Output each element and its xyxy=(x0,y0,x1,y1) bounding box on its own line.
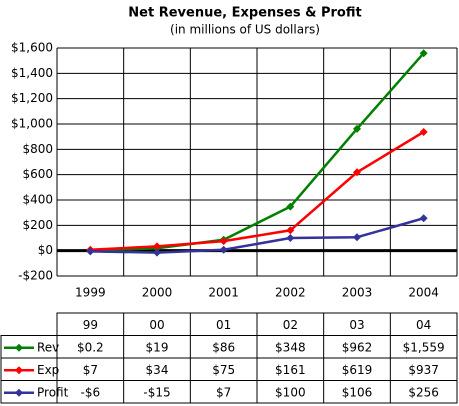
y-tick-label: $600 xyxy=(22,167,53,181)
legend-label: Exp xyxy=(37,363,59,377)
table-value: $1,559 xyxy=(403,340,445,354)
table-value: $161 xyxy=(275,363,306,377)
table-value: $256 xyxy=(408,385,439,399)
data-point xyxy=(219,245,228,254)
x-tick-label: 2004 xyxy=(408,286,439,300)
table-value: -$15 xyxy=(143,385,170,399)
data-point xyxy=(153,242,161,251)
data-point xyxy=(353,168,361,177)
data-point xyxy=(419,49,428,58)
x-tick-label: 2003 xyxy=(342,286,373,300)
data-point xyxy=(286,202,295,211)
table-value: $348 xyxy=(275,340,306,354)
series-line xyxy=(90,130,425,252)
series-line xyxy=(90,217,425,254)
x-tick-label: 2001 xyxy=(208,286,239,300)
data-point xyxy=(419,214,428,223)
legend-marker xyxy=(15,388,23,397)
y-tick-label: $0 xyxy=(38,243,53,257)
data-point xyxy=(419,127,428,136)
table-value: $75 xyxy=(212,363,235,377)
y-tick-label: $1,200 xyxy=(11,91,53,105)
legend-label: Profit xyxy=(37,385,69,399)
table-value: $937 xyxy=(408,363,439,377)
y-tick-label: $1,000 xyxy=(11,117,53,131)
table-value: $106 xyxy=(342,385,373,399)
x-tick-label: 2000 xyxy=(142,286,173,300)
series-line xyxy=(90,52,425,252)
table-value: $86 xyxy=(212,340,235,354)
table-value: $0.2 xyxy=(77,340,104,354)
table-header: 04 xyxy=(416,318,431,332)
data-point xyxy=(286,234,295,242)
table-value: $7 xyxy=(216,385,231,399)
data-point xyxy=(86,247,95,256)
table-value: $34 xyxy=(146,363,169,377)
chart-subtitle: (in millions of US dollars) xyxy=(170,23,320,37)
table-value: $100 xyxy=(275,385,306,399)
y-tick-label: -$200 xyxy=(18,269,53,283)
data-point xyxy=(286,226,295,235)
legend-marker xyxy=(15,366,23,375)
table-header: 99 xyxy=(83,318,98,332)
y-tick-label: $400 xyxy=(22,193,53,207)
y-tick-label: $1,600 xyxy=(11,41,53,55)
y-tick-label: $800 xyxy=(22,142,53,156)
table-value: $7 xyxy=(83,363,98,377)
table-header: 03 xyxy=(349,318,364,332)
table-header: 01 xyxy=(216,318,231,332)
table-value: $962 xyxy=(342,340,373,354)
legend-marker xyxy=(15,343,23,352)
x-tick-label: 2002 xyxy=(275,286,306,300)
table-header: 00 xyxy=(149,318,164,332)
legend-label: Rev xyxy=(37,340,59,354)
data-point xyxy=(353,233,361,242)
data-point xyxy=(219,237,228,246)
table-value: $619 xyxy=(342,363,373,377)
x-tick-label: 1999 xyxy=(75,286,106,300)
y-tick-label: $200 xyxy=(22,218,53,232)
table-header: 02 xyxy=(283,318,298,332)
table-border xyxy=(0,335,458,404)
table-value: -$6 xyxy=(81,385,101,399)
data-point xyxy=(353,124,361,133)
y-tick-label: $1,400 xyxy=(11,66,53,80)
chart-title: Net Revenue, Expenses & Profit xyxy=(128,6,361,21)
data-point xyxy=(153,248,161,257)
table-value: $19 xyxy=(146,340,169,354)
